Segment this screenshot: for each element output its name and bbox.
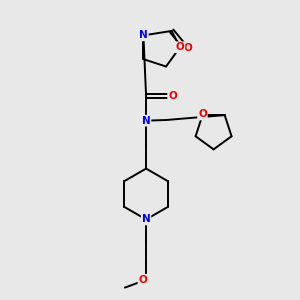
Text: N: N: [142, 116, 151, 126]
Text: O: O: [184, 43, 193, 53]
Text: O: O: [198, 110, 207, 119]
Text: N: N: [142, 214, 151, 224]
Text: O: O: [168, 91, 177, 101]
Text: O: O: [139, 275, 147, 285]
Text: O: O: [176, 42, 184, 52]
Text: N: N: [139, 30, 148, 40]
